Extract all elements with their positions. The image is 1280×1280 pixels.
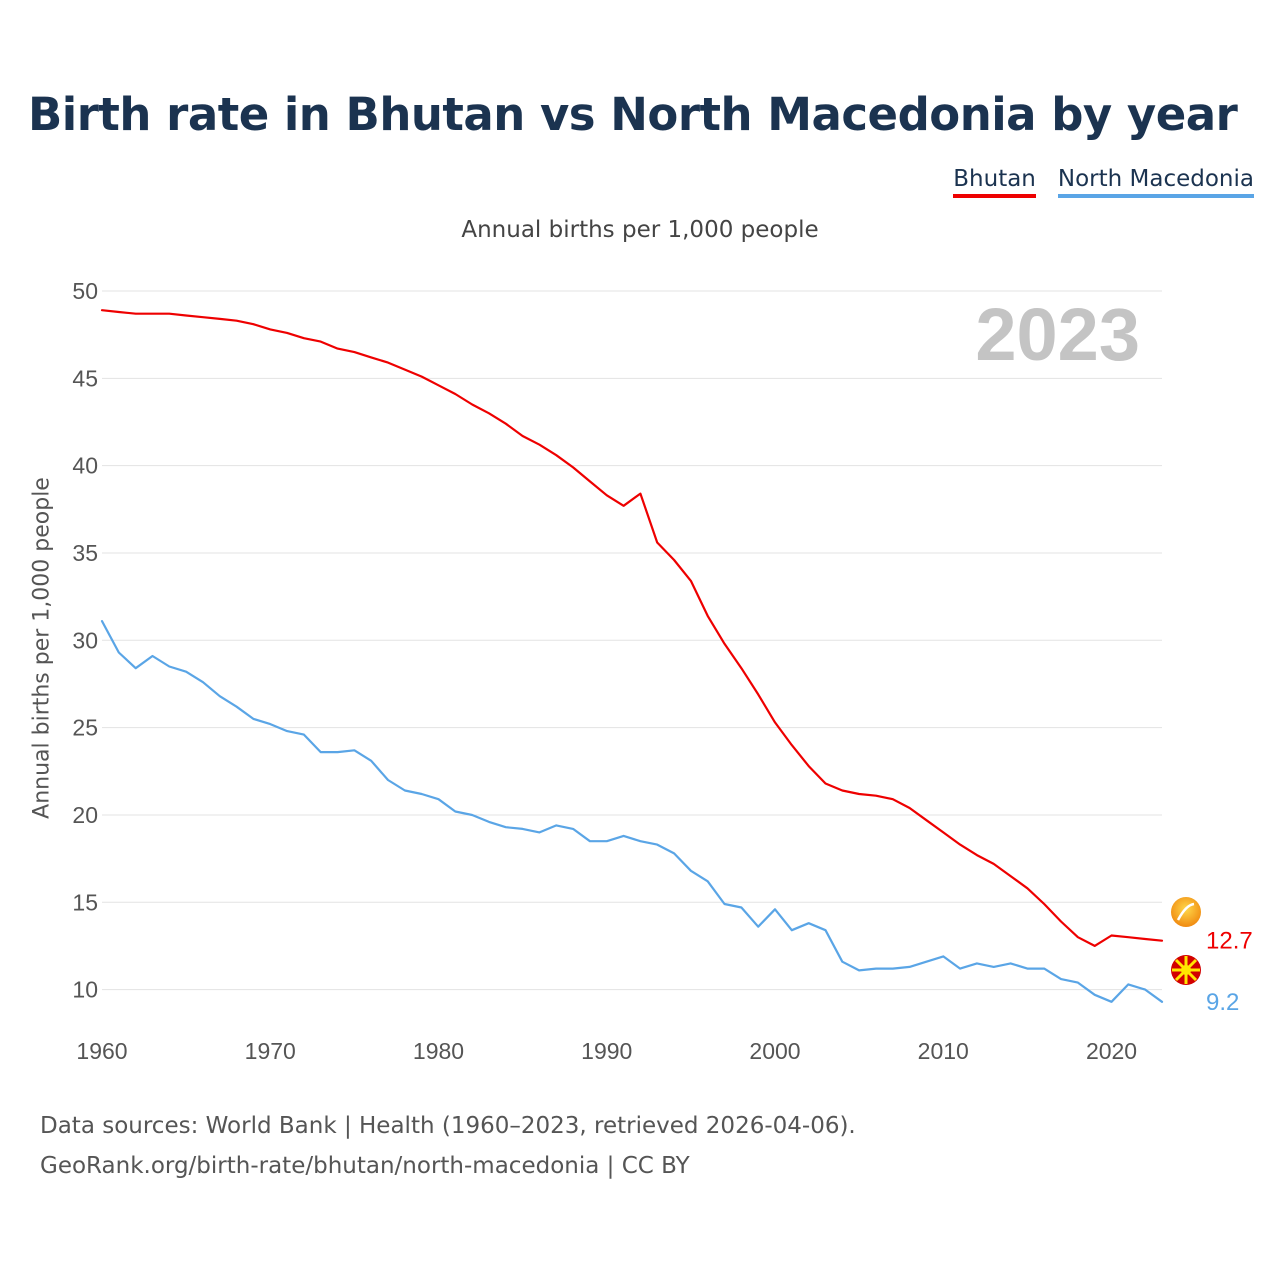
- end-label-north-macedonia: 9.2: [1206, 989, 1239, 1016]
- end-label-bhutan: 12.7: [1206, 928, 1253, 955]
- legend-item-north-macedonia[interactable]: North Macedonia: [1057, 166, 1254, 198]
- series-lines: [100, 309, 1164, 1003]
- y-tick-label: 15: [72, 889, 98, 915]
- series-line-north-macedonia[interactable]: [100, 619, 1164, 1003]
- source-line: Data sources: World Bank | Health (1960–…: [40, 1113, 856, 1139]
- chart-title: Birth rate in Bhutan vs North Macedonia …: [28, 88, 1238, 141]
- x-tick-label: 1960: [76, 1038, 127, 1064]
- y-tick-label: 30: [72, 627, 98, 653]
- y-tick-label: 25: [72, 715, 98, 741]
- url-line[interactable]: GeoRank.org/birth-rate/bhutan/north-mace…: [40, 1153, 690, 1179]
- y-tick-label: 50: [72, 278, 98, 304]
- x-tick-label: 1970: [245, 1038, 296, 1064]
- y-tick-label: 40: [72, 453, 98, 479]
- gridlines: [102, 290, 1162, 991]
- y-tick-label: 35: [72, 540, 98, 566]
- y-tick-label: 45: [72, 365, 98, 391]
- x-tick-label: 2010: [918, 1038, 969, 1064]
- x-axis-ticks: 1960 1970 1980 1990 2000 2010 2020: [76, 1038, 1137, 1064]
- legend-item-bhutan[interactable]: Bhutan: [953, 166, 1036, 198]
- y-tick-label: 10: [72, 977, 98, 1003]
- y-tick-label: 20: [72, 802, 98, 828]
- x-tick-label: 2000: [749, 1038, 800, 1064]
- legend: Bhutan North Macedonia: [953, 166, 1254, 198]
- x-tick-label: 2020: [1086, 1038, 1137, 1064]
- x-tick-label: 1990: [581, 1038, 632, 1064]
- north-macedonia-flag-icon: [1171, 955, 1201, 985]
- x-tick-label: 1980: [413, 1038, 464, 1064]
- chart-subtitle: Annual births per 1,000 people: [461, 217, 819, 243]
- bhutan-flag-icon: [1171, 897, 1201, 927]
- y-axis-ticks: 10 15 20 25 30 35 40 45 50: [72, 278, 98, 1003]
- year-watermark: 2023: [975, 293, 1140, 376]
- series-line-bhutan[interactable]: [100, 309, 1164, 948]
- source-note: Data sources: World Bank | Health (1960–…: [40, 1106, 856, 1186]
